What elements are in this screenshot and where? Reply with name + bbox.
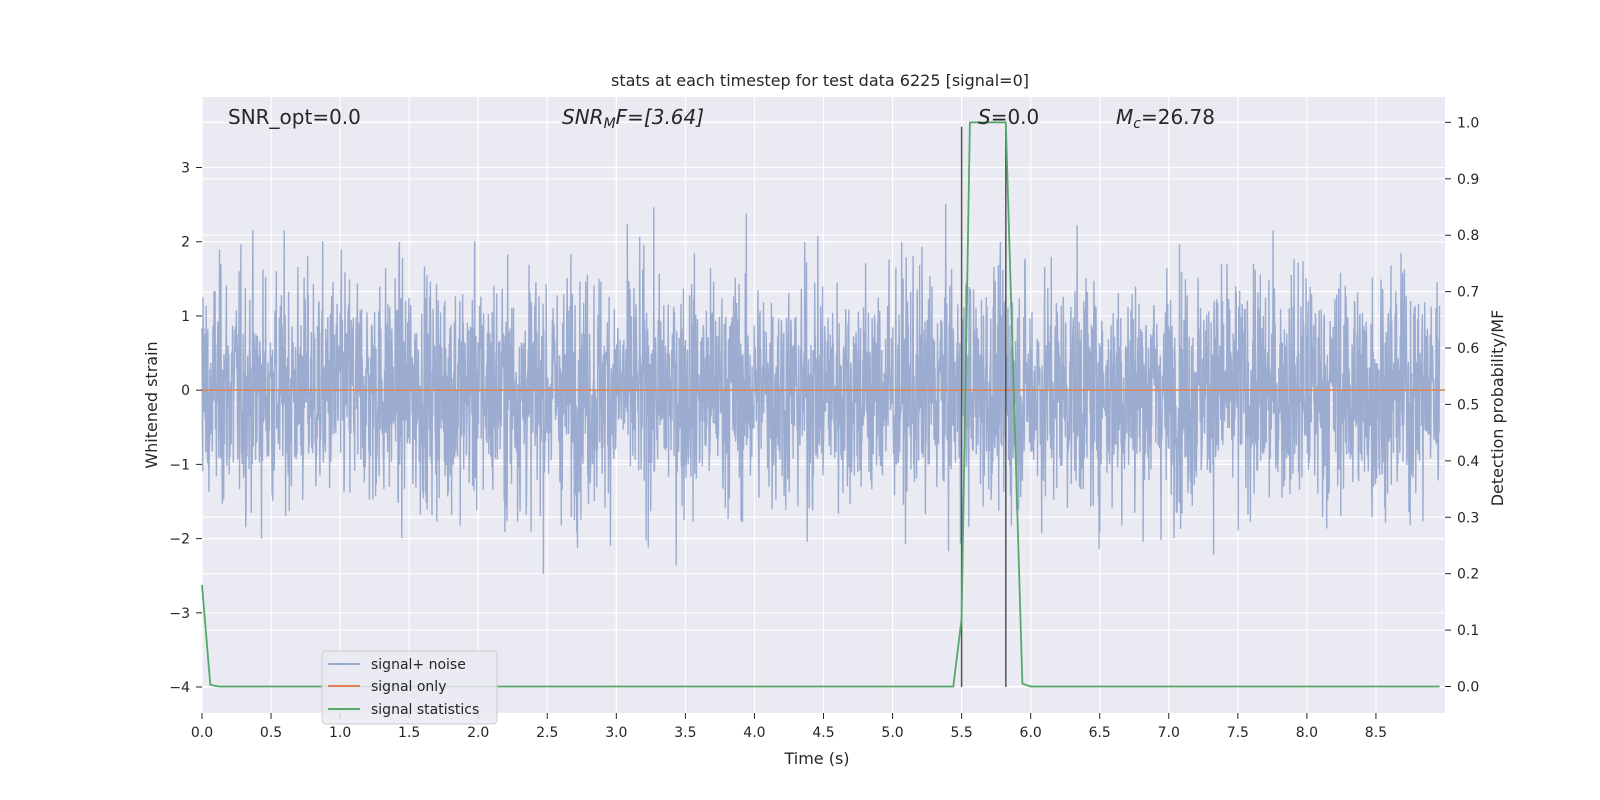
series-signal-statistics (201, 121, 1440, 688)
series-signal-noise (201, 203, 1441, 574)
y-tick-label: −2 (169, 532, 190, 548)
y-tick-label: −1 (169, 457, 190, 473)
x-tick-label: 2.0 (467, 725, 489, 741)
y-tick-label: −3 (169, 606, 190, 622)
y2-tick-label: 0.4 (1457, 454, 1479, 470)
x-tick-label: 4.0 (743, 725, 765, 741)
line-signal-noise (201, 203, 1441, 574)
x-tick-label: 8.0 (1296, 725, 1318, 741)
y2-tick-label: 0.3 (1457, 510, 1479, 526)
y2-tick-label: 0.5 (1457, 397, 1479, 413)
y2-axis-label: Detection probability/MF (1488, 310, 1507, 507)
x-tick-label: 5.0 (881, 725, 903, 741)
x-tick-label: 6.0 (1020, 725, 1042, 741)
y-tick-label: 1 (181, 309, 190, 325)
chart-title: stats at each timestep for test data 622… (611, 71, 1029, 90)
line-signal-statistics (201, 121, 1440, 688)
y-axis-label: Whitened strain (142, 341, 161, 468)
y2-tick-label: 1.0 (1457, 115, 1479, 131)
y-tick-label: 0 (181, 383, 190, 399)
annotation-snr-opt: SNR_opt=0.0 (228, 105, 361, 129)
x-tick-label: 7.5 (1227, 725, 1249, 741)
x-tick-label: 2.5 (536, 725, 558, 741)
y2-axis-ticks: 0.0 0.1 0.2 0.3 0.4 0.5 0.6 0.7 0.8 0.9 1.0 (1445, 115, 1479, 695)
y2-tick-label: 0.9 (1457, 172, 1479, 188)
y2-tick-label: 0.2 (1457, 567, 1479, 583)
legend-label-signal-noise: signal+ noise (371, 657, 466, 673)
y-tick-label: 3 (181, 161, 190, 177)
x-axis-label: Time (s) (783, 749, 849, 768)
legend-label-signal-statistics: signal statistics (371, 702, 479, 718)
y2-tick-label: 0.1 (1457, 623, 1479, 639)
x-tick-label: 0.5 (260, 725, 282, 741)
x-tick-label: 0.0 (191, 725, 213, 741)
annotation-s: S=0.0 (978, 105, 1039, 129)
x-tick-label: 1.5 (398, 725, 420, 741)
y-tick-label: −4 (169, 680, 190, 696)
y2-tick-label: 0.0 (1457, 679, 1479, 695)
y-tick-label: 2 (181, 235, 190, 251)
legend-label-signal-only: signal only (371, 679, 446, 695)
y-axis-ticks: −4 −3 −2 −1 0 1 2 3 (169, 161, 202, 696)
x-tick-label: 3.0 (605, 725, 627, 741)
annotation-snr-mf: SNRMF=[3.64] (562, 105, 704, 132)
y2-tick-label: 0.7 (1457, 285, 1479, 301)
x-axis-ticks: 0.0 0.5 1.0 1.5 2.0 2.5 3.0 3.5 4.0 4.5 5.0 5.5 6.0 6… (191, 713, 1387, 741)
y2-tick-label: 0.8 (1457, 228, 1479, 244)
x-tick-label: 6.5 (1089, 725, 1111, 741)
x-tick-label: 3.5 (674, 725, 696, 741)
x-tick-label: 8.5 (1365, 725, 1387, 741)
y2-tick-label: 0.6 (1457, 341, 1479, 357)
legend: signal+ noise signal only signal statist… (321, 650, 498, 725)
x-tick-label: 7.0 (1158, 725, 1180, 741)
x-tick-label: 4.5 (812, 725, 834, 741)
legend-box (321, 650, 498, 725)
x-tick-label: 5.5 (950, 725, 972, 741)
annotation-mc: Mc=26.78 (1116, 105, 1215, 132)
x-tick-label: 1.0 (329, 725, 351, 741)
